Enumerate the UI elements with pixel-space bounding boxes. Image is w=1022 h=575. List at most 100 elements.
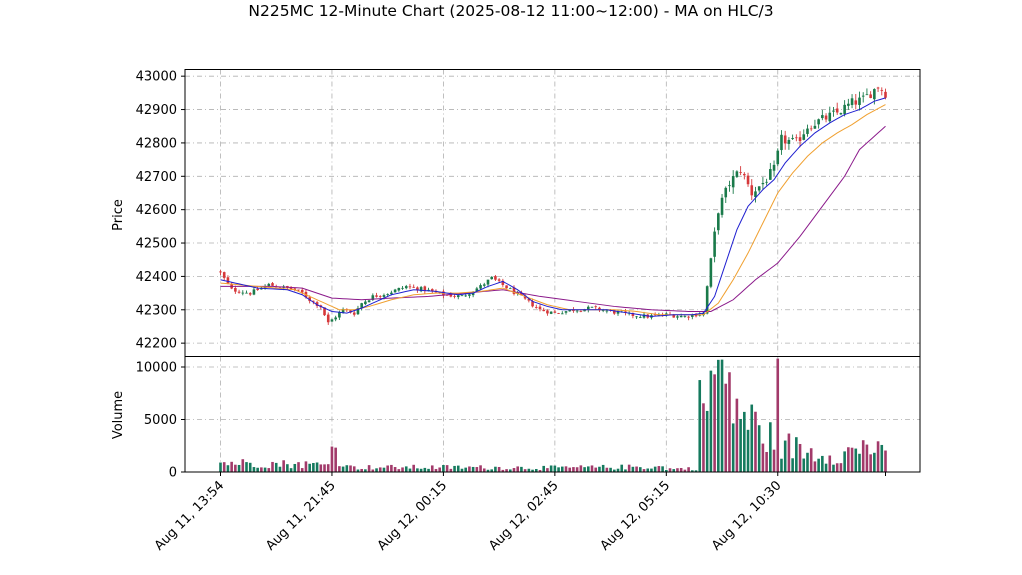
candle-body (557, 313, 560, 314)
candle-body (338, 312, 341, 318)
volume-bar (226, 465, 230, 472)
volume-bar (598, 466, 601, 472)
candle-body (219, 271, 222, 273)
candle-body (586, 306, 590, 310)
volume-bar (282, 460, 285, 472)
volume-bar (676, 468, 679, 472)
volume-bar (326, 464, 330, 472)
volume-panel: 0 5000 10000 Volume (111, 356, 921, 481)
volume-bar (371, 469, 375, 472)
volume-bar (471, 466, 475, 472)
price-grid (185, 69, 920, 357)
candle-body (464, 295, 467, 297)
candle-body (590, 306, 594, 308)
volume-bar (639, 467, 642, 472)
volume-bar (717, 359, 720, 472)
volume-bar (735, 398, 739, 472)
volume-bar (386, 465, 389, 472)
candle-body (297, 289, 300, 291)
candle-body (508, 288, 512, 290)
volume-bar (806, 452, 809, 472)
volume-bars (219, 358, 887, 472)
price-tick-label: 42800 (136, 136, 177, 151)
candle-body (731, 176, 735, 188)
volume-bar (497, 466, 501, 472)
candle-body (512, 287, 516, 294)
candle-body (271, 283, 274, 286)
volume-bar (772, 449, 776, 472)
candle-body (839, 113, 843, 115)
volume-bar (534, 468, 538, 472)
candle-body (635, 316, 638, 318)
volume-bar (802, 458, 806, 472)
volume-bar (542, 465, 546, 472)
volume-bar (334, 447, 337, 472)
volume-bar (512, 468, 516, 472)
volume-bar (568, 467, 572, 472)
candle-body (653, 314, 657, 316)
volume-bar (293, 463, 297, 472)
volume-bar (345, 465, 349, 472)
volume-bar (419, 468, 423, 472)
candle-body (390, 292, 393, 295)
volume-bar (501, 469, 505, 472)
volume-bar (791, 458, 794, 472)
volume-bar (795, 437, 798, 472)
volume-bar (222, 462, 226, 472)
candle-body (494, 276, 497, 280)
volume-bar (646, 468, 650, 472)
volume-bar (661, 466, 664, 472)
candle-body (401, 287, 404, 289)
candle-body (393, 289, 397, 293)
candle-body (486, 279, 490, 285)
volume-bar (702, 403, 705, 472)
candle-body (479, 285, 482, 289)
candle-body (430, 289, 434, 292)
volume-bar (798, 443, 802, 472)
volume-tick-label: 5000 (144, 413, 177, 428)
volume-bar (352, 466, 356, 472)
x-tick-label: Aug 12, 00:15 (375, 478, 451, 554)
volume-bar (442, 465, 445, 472)
candle-body (564, 311, 568, 313)
candle-body (378, 296, 382, 297)
candle-body (835, 108, 839, 113)
volume-bar (560, 466, 564, 472)
volume-bar (668, 468, 672, 472)
volume-bar (323, 464, 326, 472)
candle-body (375, 295, 378, 297)
chart-title: N225MC 12-Minute Chart (2025-08-12 11:00… (248, 2, 773, 20)
candle-body (858, 97, 861, 105)
candle-body (245, 292, 248, 294)
candle-body (416, 287, 419, 291)
price-tick-label: 42300 (136, 303, 177, 318)
candle-body (252, 289, 256, 295)
volume-bar (349, 465, 352, 472)
candle-body (691, 314, 694, 317)
volume-bar (861, 440, 865, 472)
candle-body (531, 301, 534, 307)
candle-body (367, 300, 371, 303)
candle-body (360, 303, 363, 309)
candle-body (534, 307, 538, 308)
volume-bar (620, 464, 624, 472)
candle-body (639, 317, 642, 318)
volume-bar (835, 463, 839, 472)
volume-bar (434, 468, 438, 472)
volume-bar (631, 466, 635, 472)
volume-bar (743, 411, 746, 472)
volume-bar (858, 453, 861, 472)
price-tick-label: 43000 (136, 70, 177, 85)
volume-bar (709, 370, 713, 472)
candle-body (456, 295, 460, 298)
volume-bar (575, 467, 579, 472)
volume-bar (769, 422, 772, 472)
candle-body (683, 316, 687, 317)
volume-bar (546, 468, 549, 472)
x-tick-label: Aug 11, 21:45 (263, 478, 339, 554)
volume-bar (438, 467, 441, 472)
volume-bar (665, 470, 668, 472)
volume-tick-label: 0 (169, 466, 177, 481)
candle-body (237, 291, 241, 293)
volume-bar (594, 467, 598, 472)
